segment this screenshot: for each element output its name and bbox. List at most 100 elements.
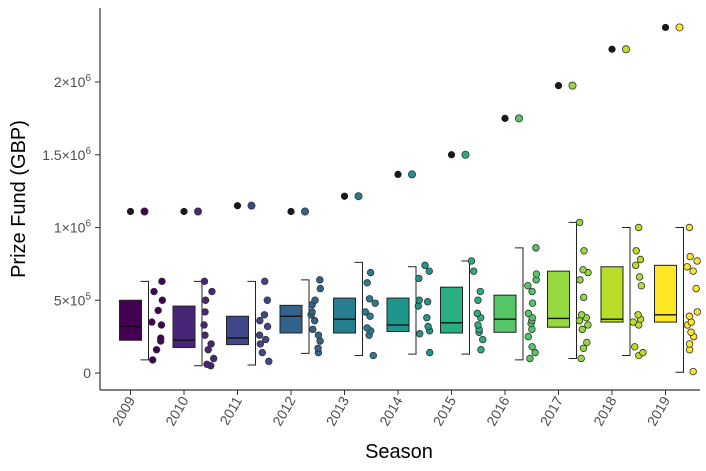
data-point-2019 [689, 267, 697, 275]
data-point-2009 [158, 296, 167, 304]
outlier-point-2011 [247, 201, 256, 210]
data-point-2011 [258, 348, 266, 357]
data-point-2016 [528, 287, 536, 296]
data-point-2011 [263, 322, 272, 331]
data-point-2017 [575, 218, 584, 227]
box-2011 [226, 315, 249, 346]
x-tick-label: 2014 [376, 393, 406, 428]
data-point-2012 [314, 331, 323, 339]
season-group-2017 [547, 81, 592, 363]
season-group-2019 [654, 23, 702, 376]
data-point-2013 [363, 324, 371, 332]
data-point-2018 [634, 311, 642, 319]
outlier-point-2010 [193, 207, 202, 216]
data-point-2016 [526, 354, 534, 363]
data-point-2010 [200, 277, 209, 286]
outlier-point-2013 [354, 192, 363, 201]
data-point-2013 [366, 268, 375, 277]
outlier-black-2013 [340, 192, 349, 200]
x-tick-label: 2017 [537, 393, 567, 428]
data-point-2017 [579, 293, 588, 302]
box-2010 [172, 305, 196, 349]
box-2012 [279, 304, 303, 334]
data-point-2014 [415, 296, 423, 304]
outlier-point-2015 [461, 150, 470, 159]
data-point-2015 [467, 257, 476, 265]
data-point-2013 [366, 312, 374, 320]
data-point-2013 [361, 308, 369, 316]
data-point-2017 [576, 276, 584, 284]
data-point-2009 [148, 356, 157, 364]
data-point-2012 [310, 316, 319, 325]
data-point-2017 [577, 311, 586, 319]
data-point-2019 [685, 340, 694, 348]
data-point-2016 [532, 270, 541, 278]
box-2017 [547, 270, 570, 328]
data-point-2016 [524, 309, 533, 318]
outlier-point-2012 [300, 207, 309, 216]
data-point-2019 [692, 284, 700, 293]
data-point-2018 [635, 273, 644, 281]
x-tick-label: 2009 [109, 393, 139, 428]
y-tick-label: 1.5×106 [42, 146, 91, 163]
y-tick-label: 5×105 [54, 291, 92, 308]
x-tick-label: 2012 [269, 393, 299, 428]
season-group-2018 [600, 45, 647, 360]
season-group-2010 [172, 207, 218, 370]
data-point-2019 [685, 223, 694, 232]
data-point-2010 [207, 340, 215, 348]
whisker-bracket-2013 [354, 261, 363, 357]
data-point-2009 [152, 346, 161, 354]
data-point-2014 [424, 322, 432, 331]
data-point-2014 [415, 274, 423, 283]
data-point-2009 [158, 277, 166, 286]
data-point-2011 [265, 357, 273, 366]
box-series [119, 23, 702, 376]
data-point-2010 [201, 296, 210, 304]
season-group-2011 [226, 201, 273, 366]
data-point-2018 [634, 223, 643, 232]
data-point-2014 [423, 314, 431, 322]
x-tick-label: 2019 [644, 393, 674, 428]
data-point-2017 [580, 247, 588, 255]
data-point-2011 [255, 331, 264, 339]
x-tick-label: 2010 [162, 393, 192, 428]
data-point-2017 [577, 354, 585, 363]
data-point-2019 [683, 263, 691, 271]
data-point-2009 [157, 321, 166, 329]
x-tick-label: 2018 [590, 393, 620, 428]
season-group-2016 [493, 114, 541, 363]
y-tick-exponent: 5 [85, 291, 91, 302]
whisker-bracket-2015 [461, 260, 470, 355]
data-point-2009 [148, 318, 156, 326]
outlier-point-2019 [675, 23, 684, 32]
data-point-2015 [477, 346, 485, 354]
whisker-bracket-2014 [408, 266, 417, 355]
data-point-2010 [201, 308, 209, 316]
data-point-2016 [532, 244, 540, 252]
data-point-2016 [531, 348, 539, 357]
data-point-2014 [426, 348, 434, 357]
data-point-2010 [201, 331, 209, 339]
box-2009 [119, 299, 142, 341]
box-2019 [654, 264, 677, 323]
x-tick-label: 2015 [430, 393, 460, 428]
data-point-2012 [309, 325, 317, 334]
data-point-2010 [204, 346, 212, 354]
outlier-point-2009 [140, 207, 149, 216]
data-point-2017 [578, 325, 587, 334]
y-tick-label: 1×106 [54, 219, 92, 236]
box-2014 [386, 297, 410, 333]
data-point-2018 [637, 282, 646, 290]
y-axis-title: Prize Fund (GBP) [8, 120, 30, 278]
outlier-black-2019 [661, 23, 670, 32]
season-group-2015 [440, 150, 487, 355]
data-point-2018 [631, 261, 640, 270]
outlier-point-2018 [622, 45, 631, 54]
data-point-2009 [154, 306, 162, 315]
data-point-2019 [689, 367, 697, 376]
data-point-2010 [203, 360, 211, 368]
data-point-2016 [528, 343, 536, 351]
season-group-2012 [279, 207, 325, 357]
y-tick-exponent: 6 [85, 73, 91, 84]
